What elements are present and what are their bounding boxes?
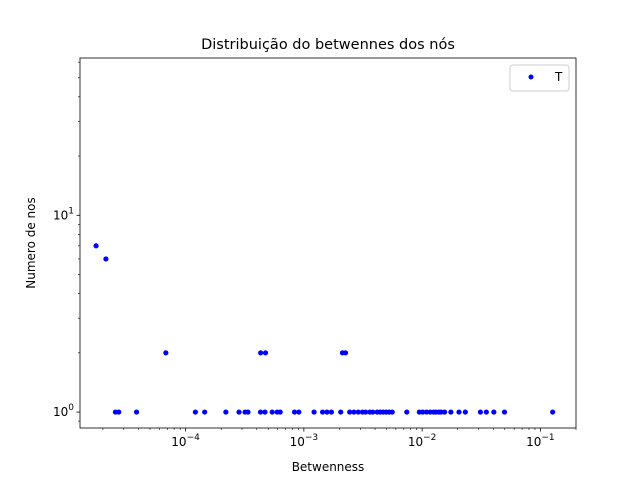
data-point — [296, 409, 302, 415]
data-point — [477, 409, 484, 415]
data-point — [448, 409, 454, 415]
data-point — [93, 243, 99, 249]
data-point — [483, 409, 489, 415]
data-point — [133, 409, 140, 415]
data-point — [245, 409, 251, 415]
data-point — [324, 409, 330, 415]
y-tick-label: 101 — [53, 206, 74, 222]
x-axis-ticks: 10−4 10−3 10−2 10−1 — [102, 428, 577, 449]
data-point — [258, 350, 264, 356]
data-point — [192, 409, 198, 415]
chart-title: Distribuição do betwennes dos nós — [201, 37, 455, 53]
legend-box — [509, 64, 570, 92]
legend-marker — [528, 74, 534, 80]
data-points — [93, 243, 556, 415]
data-point — [116, 409, 122, 415]
data-point — [277, 409, 283, 415]
x-tick-label: 10−1 — [526, 433, 555, 449]
data-point — [347, 409, 353, 415]
data-point — [363, 409, 369, 415]
data-point — [342, 350, 349, 356]
data-point — [328, 409, 335, 415]
x-tick-label: 10−4 — [171, 433, 200, 449]
data-point — [420, 409, 426, 415]
plot-area — [79, 57, 577, 429]
data-point — [550, 409, 556, 415]
data-point — [202, 409, 208, 415]
data-point — [338, 409, 344, 415]
legend: T — [509, 64, 570, 92]
data-point — [103, 256, 109, 262]
data-point — [257, 409, 264, 415]
data-point — [319, 409, 326, 415]
x-tick-label: 10−2 — [408, 433, 437, 449]
legend-label: T — [554, 70, 563, 84]
data-point — [262, 350, 269, 356]
data-point — [501, 409, 508, 415]
data-point — [462, 409, 468, 415]
data-point — [223, 409, 229, 415]
axes-frame — [79, 57, 577, 429]
y-tick-label: 100 — [53, 403, 74, 419]
data-point — [269, 409, 275, 415]
x-axis-title: Betwenness — [292, 460, 365, 474]
data-point — [311, 409, 317, 415]
data-point — [291, 409, 298, 415]
data-point — [404, 409, 410, 415]
data-point — [423, 409, 430, 415]
y-axis-title: Numero de nos — [24, 197, 38, 289]
data-point — [442, 409, 448, 415]
data-point — [370, 409, 376, 415]
data-point — [351, 409, 357, 415]
data-point — [236, 409, 242, 415]
data-point — [456, 409, 462, 415]
y-axis-ticks: 100 101 — [53, 61, 80, 422]
data-point — [163, 350, 169, 356]
data-point — [389, 409, 395, 415]
x-tick-label: 10−3 — [290, 433, 319, 449]
data-point — [262, 409, 268, 415]
data-point — [491, 409, 497, 415]
data-point — [355, 409, 361, 415]
